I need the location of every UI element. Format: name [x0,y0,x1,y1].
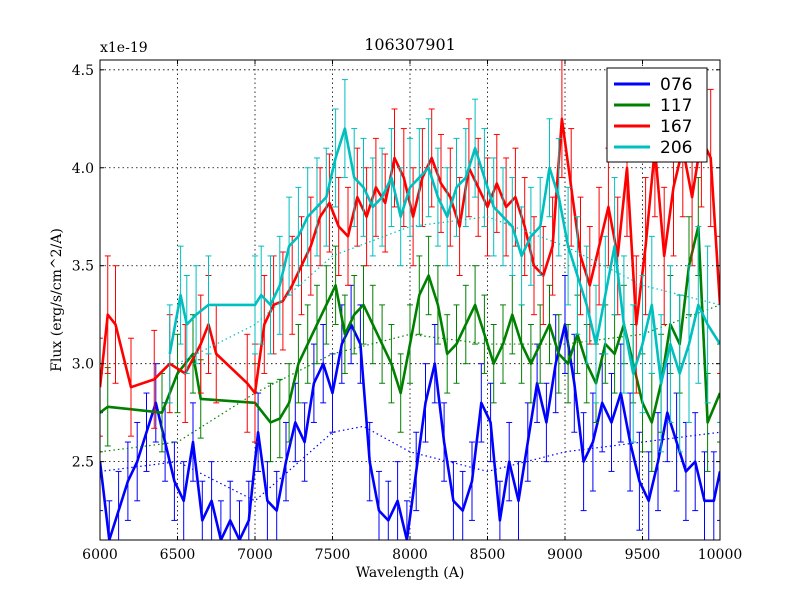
series-206-line [168,127,720,385]
data-layer [100,60,720,540]
x-tick-label: 6000 [82,547,118,563]
y-tick-label: 2.5 [72,455,94,471]
legend-label-167: 167 [660,117,692,137]
legend-label-206: 206 [660,138,692,158]
x-tick-label: 9500 [625,547,661,563]
series-076-line [100,323,720,540]
x-tick-label: 8000 [392,547,428,563]
axis-ticks: 6000 6500 7000 7500 8000 8500 9000 9500 10000 2.5… [72,60,743,563]
y-tick-label: 4.0 [72,161,94,177]
x-axis-label: Wavelength (A) [356,565,465,581]
x-tick-label: 7000 [237,547,273,563]
series-167-line [100,117,720,395]
x-tick-label: 9000 [547,547,583,563]
x-tick-label: 6500 [160,547,196,563]
series-076-model-line [100,425,720,502]
series-206-model-line [177,216,720,365]
y-scale-label: x1e-19 [100,40,148,56]
x-tick-label: 10000 [698,547,743,563]
legend-label-117: 117 [660,96,692,116]
y-tick-label: 3.5 [72,259,94,275]
series-117-model-line [100,304,720,453]
series-117-line [100,225,720,424]
y-axis-label: Flux (erg/s/cm^2/A) [49,228,65,372]
legend-label-076: 076 [660,75,692,95]
x-tick-label: 7500 [315,547,351,563]
y-tick-label: 4.5 [72,63,94,79]
y-tick-label: 3.0 [72,357,94,373]
chart-title: 106307901 [364,35,456,54]
x-tick-label: 8500 [470,547,506,563]
